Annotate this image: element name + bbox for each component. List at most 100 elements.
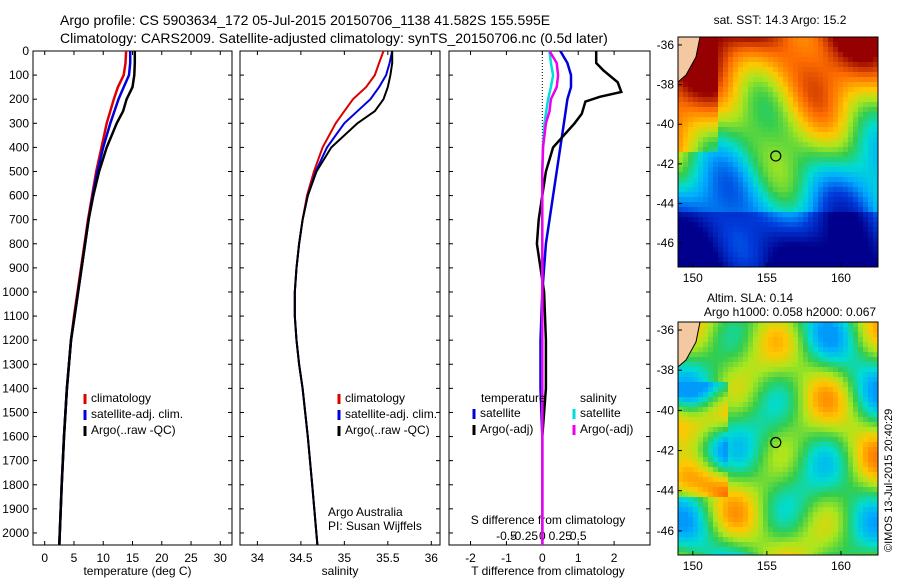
sst-map-cell <box>788 262 794 267</box>
sla-map-cell <box>678 367 684 373</box>
sla-map-cell <box>858 372 864 378</box>
sst-map-cell <box>723 97 729 103</box>
sst-map-cell <box>783 82 789 88</box>
sla-map-cell <box>783 457 789 463</box>
sla-map-cell <box>818 342 824 348</box>
sst-map-cell <box>748 57 754 63</box>
sst-map-cell <box>818 182 824 188</box>
sla-map-cell <box>688 487 694 493</box>
sla-map-cell <box>813 452 819 458</box>
sst-map-cell <box>683 187 689 193</box>
sst-map-argo-marker <box>770 150 782 162</box>
sst-map-cell <box>728 197 734 203</box>
sla-map-cell <box>743 447 749 453</box>
sla-map-cell <box>683 367 689 373</box>
sla-map-cell <box>873 432 878 438</box>
sst-map-cell <box>773 37 779 43</box>
sla-map-cell <box>858 532 864 538</box>
sla-map-cell <box>863 412 869 418</box>
sst-map-cell <box>698 147 704 153</box>
sst-map-cell <box>713 97 719 103</box>
sst-map-cell <box>733 47 739 53</box>
series-line-argo-raw-qc- <box>293 51 394 546</box>
sst-map-cell <box>843 37 849 43</box>
sla-map-cell <box>763 527 769 533</box>
sst-map-cell <box>783 67 789 73</box>
sst-map-cell <box>823 197 829 203</box>
sla-map-cell <box>678 487 684 493</box>
sst-map-cell <box>733 67 739 73</box>
sst-map-cell <box>758 247 764 253</box>
sla-map-cell <box>688 437 694 443</box>
sst-map-cell <box>783 102 789 108</box>
sla-map-cell <box>733 522 739 528</box>
sst-map-cell <box>718 192 724 198</box>
sst-map-cell <box>868 222 874 228</box>
sst-map-cell <box>823 227 829 233</box>
sst-map-cell <box>828 37 834 43</box>
sst-map-cell <box>818 77 824 83</box>
sst-map-cell <box>768 162 774 168</box>
sst-map-cell <box>818 97 824 103</box>
sst-map-cell <box>708 137 714 143</box>
sst-map-cell <box>708 102 714 108</box>
sla-map-cell <box>688 412 694 418</box>
sla-map-cell <box>728 472 734 478</box>
sla-map-cell <box>683 517 689 523</box>
sla-map-cell <box>793 322 799 328</box>
sst-map-cell <box>723 242 729 248</box>
sst-map-cell <box>858 222 864 228</box>
sst-map-cell <box>833 127 839 133</box>
sla-map-cell <box>738 487 744 493</box>
sla-map-cell <box>853 552 859 555</box>
sst-map-cell <box>858 137 864 143</box>
sla-map-cell <box>693 482 699 488</box>
sla-map-cell <box>773 352 779 358</box>
sla-map-cell <box>738 467 744 473</box>
sst-map-cell <box>713 117 719 123</box>
sla-map-cell <box>728 547 734 553</box>
sla-map-cell <box>873 457 878 463</box>
sla-map-cell <box>708 512 714 518</box>
sst-map-cell <box>788 157 794 163</box>
sst-map-cell <box>698 217 704 223</box>
sst-map-cell <box>828 172 834 178</box>
sla-map-cell <box>823 417 829 423</box>
sla-map-cell <box>773 387 779 393</box>
sst-map-cell <box>693 167 699 173</box>
sst-map-cell <box>853 242 859 248</box>
sla-map-cell <box>718 447 724 453</box>
sst-map-cell <box>798 127 804 133</box>
sst-map-cell <box>693 57 699 63</box>
sst-map-cell <box>693 97 699 103</box>
sst-map-cell <box>768 42 774 48</box>
depth-tick-label: 1400 <box>2 381 29 395</box>
sla-map-cell <box>713 332 719 338</box>
sst-map-cell <box>848 82 854 88</box>
sla-map-cell <box>873 512 878 518</box>
sla-map-cell <box>708 377 714 383</box>
sst-map-cell <box>683 77 689 83</box>
sla-map-cell <box>873 417 878 423</box>
sla-map-cell <box>798 462 804 468</box>
sla-map-cell <box>728 352 734 358</box>
sla-map-cell <box>763 452 769 458</box>
sst-map-cell <box>778 162 784 168</box>
sla-map-cell <box>793 462 799 468</box>
sla-map-cell <box>828 372 834 378</box>
sla-map-cell <box>853 332 859 338</box>
sla-map-cell <box>703 432 709 438</box>
sla-map-cell <box>703 457 709 463</box>
sst-map-cell <box>733 167 739 173</box>
sla-map-cell <box>868 507 874 513</box>
sla-map-cell <box>868 447 874 453</box>
sst-map-cell <box>703 77 709 83</box>
sst-map-cell <box>738 97 744 103</box>
sla-map-cell <box>813 537 819 543</box>
sla-map-cell <box>873 392 878 398</box>
sla-map-cell <box>758 487 764 493</box>
sla-map-cell <box>808 482 814 488</box>
sla-map-cell <box>743 507 749 513</box>
sla-map-cell <box>723 372 729 378</box>
sla-map-cell <box>708 507 714 513</box>
